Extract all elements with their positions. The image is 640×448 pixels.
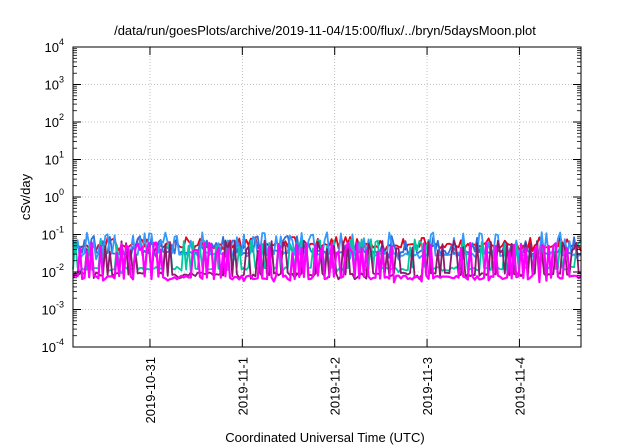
x-tick-label: 2019-10-31 <box>143 357 158 424</box>
y-tick-label: 101 <box>45 150 64 168</box>
y-tick-label: 10-2 <box>42 262 64 280</box>
x-axis-title: Coordinated Universal Time (UTC) <box>225 430 424 445</box>
y-tick-base: 10 <box>42 340 56 355</box>
y-tick-label: 10-4 <box>42 337 64 355</box>
y-tick-base: 10 <box>45 153 59 168</box>
y-tick-base: 10 <box>42 228 56 243</box>
y-tick-label: 10-1 <box>42 225 64 243</box>
y-tick-exponent: 1 <box>59 150 64 160</box>
y-tick-exponent: -2 <box>56 262 64 272</box>
chart-title: /data/run/goesPlots/archive/2019-11-04/1… <box>114 23 536 38</box>
y-tick-exponent: -4 <box>56 337 64 347</box>
y-tick-label: 103 <box>45 75 64 93</box>
y-tick-base: 10 <box>42 303 56 318</box>
series-group <box>72 231 582 284</box>
grid <box>73 47 581 347</box>
y-tick-label: 100 <box>45 187 64 205</box>
y-tick-base: 10 <box>45 78 59 93</box>
y-tick-exponent: 2 <box>59 112 64 122</box>
y-tick-exponent: 3 <box>59 75 64 85</box>
x-tick-label: 2019-11-2 <box>328 357 343 415</box>
y-tick-exponent: 0 <box>59 187 64 197</box>
y-tick-label: 10-3 <box>42 300 64 318</box>
x-tick-label: 2019-11-3 <box>420 357 435 415</box>
y-tick-base: 10 <box>45 40 59 55</box>
plot-frame <box>72 46 582 348</box>
y-tick-label: 102 <box>45 112 64 130</box>
x-tick-label: 2019-11-4 <box>512 357 527 415</box>
y-tick-exponent: -3 <box>56 300 64 310</box>
y-tick-exponent: 4 <box>59 37 64 47</box>
y-tick-exponent: -1 <box>56 225 64 235</box>
y-tick-label: 104 <box>45 37 64 55</box>
x-tick-label: 2019-11-1 <box>235 357 250 415</box>
y-tick-base: 10 <box>42 265 56 280</box>
series-line <box>72 241 582 284</box>
y-axis-title: cSv/day <box>18 173 33 220</box>
y-tick-base: 10 <box>45 115 59 130</box>
y-tick-base: 10 <box>45 190 59 205</box>
x-axis: 2019-10-31 2019-11-1 2019-11-2 2019-11-3 201… <box>143 47 527 424</box>
